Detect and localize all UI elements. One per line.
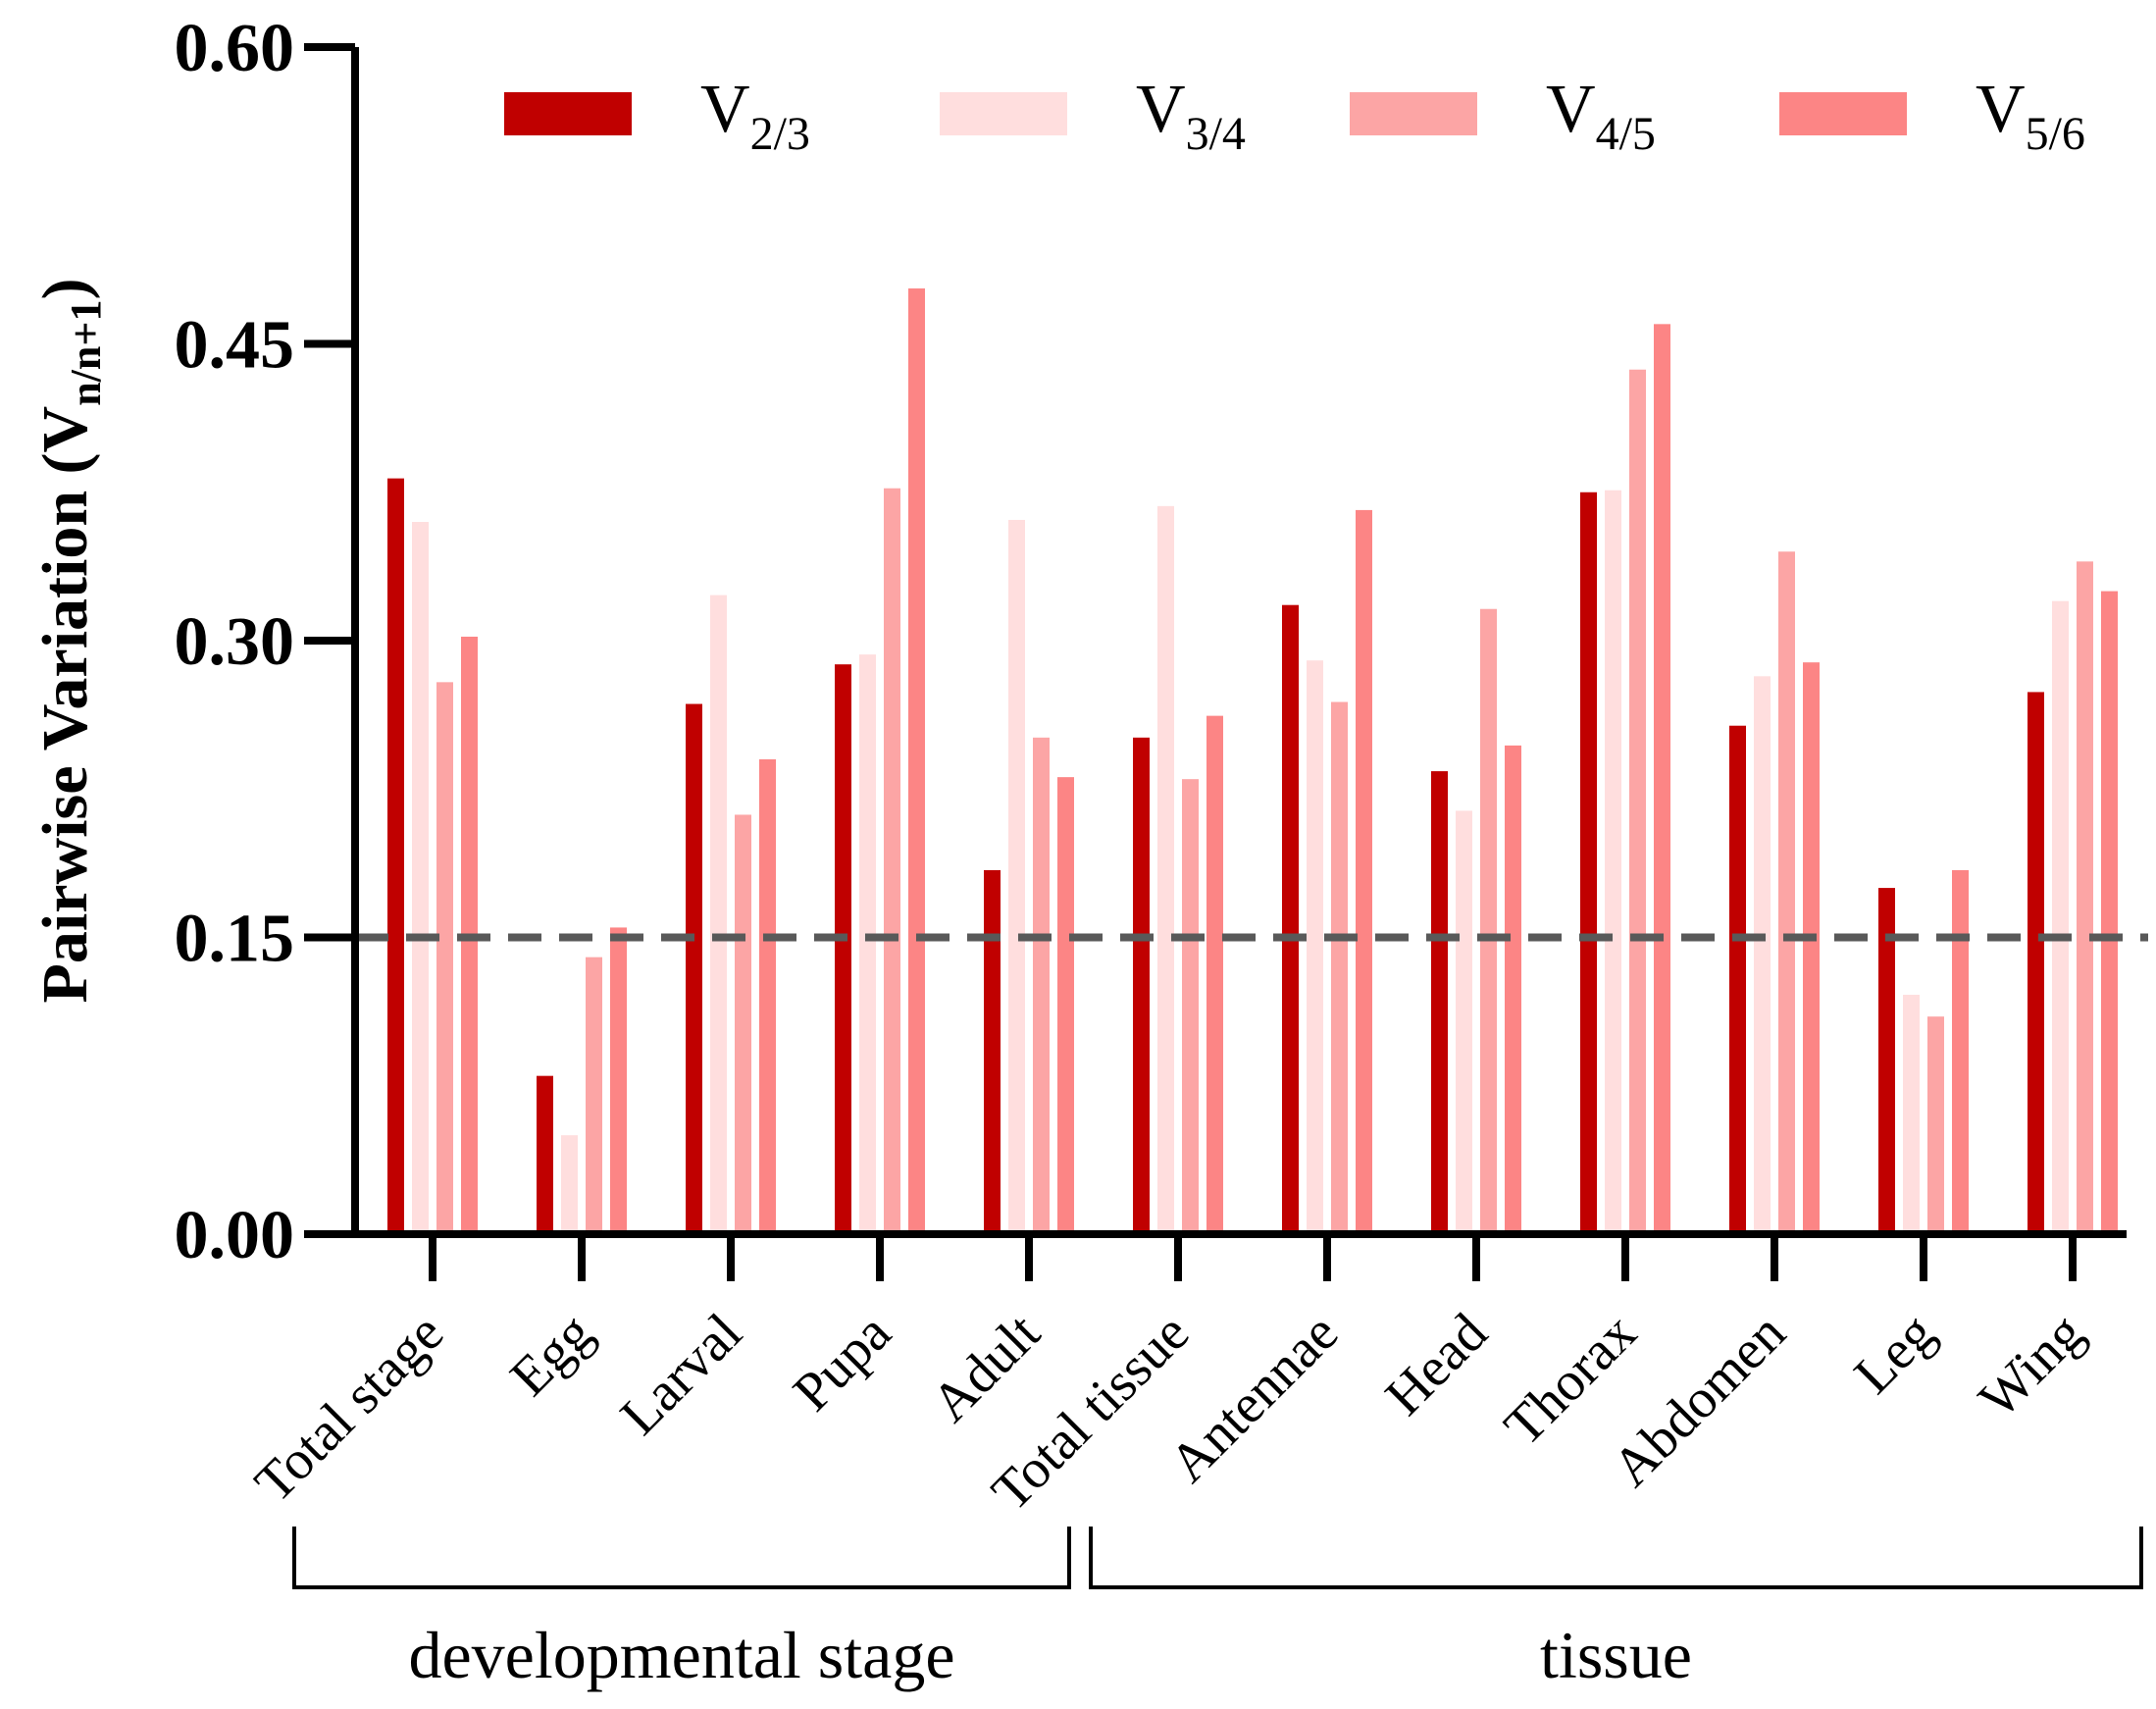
bar-4-5-egg: [586, 957, 602, 1234]
bar-2-3-abdomen: [1729, 725, 1746, 1234]
bar-5-6-leg: [1952, 869, 1969, 1234]
legend-swatch: [1350, 92, 1477, 135]
bar-3-4-head: [1456, 810, 1472, 1234]
bar-3-4-abdomen: [1754, 676, 1771, 1234]
bar-5-6-head: [1505, 745, 1521, 1234]
group-label: developmental stage: [408, 1618, 954, 1692]
bar-5-6-total-tissue: [1206, 715, 1223, 1234]
bar-2-3-adult: [984, 869, 1001, 1234]
y-axis-label: Pairwise Variation (Vn/n+1): [29, 279, 110, 1004]
bar-2-3-head: [1431, 771, 1448, 1234]
bar-5-6-larval: [759, 759, 776, 1234]
category-groups: developmental stage tissue: [292, 1527, 2143, 1692]
bar-4-5-head: [1480, 608, 1497, 1234]
bar-4-5-adult: [1033, 737, 1050, 1234]
legend-swatch: [940, 92, 1067, 135]
x-tick-label: Egg: [499, 1302, 605, 1408]
legend: V2/3 V3/4 V4/5 V5/6: [504, 72, 2085, 160]
y-ticks: 0.00 0.15 0.30 0.45 0.60: [175, 11, 355, 1273]
y-axis-label-paren-open: (V: [29, 406, 101, 475]
bar-3-4-thorax: [1605, 490, 1621, 1234]
x-tick-label: Head: [1374, 1302, 1499, 1426]
bar-3-4-antennae: [1307, 660, 1323, 1234]
bar-4-5-pupa: [884, 488, 900, 1234]
bar-2-3-pupa: [835, 664, 851, 1234]
x-tick-label: Pupa: [782, 1302, 902, 1423]
x-tick-label: Antennae: [1158, 1302, 1351, 1494]
bar-2-3-wing: [2028, 692, 2044, 1234]
legend-swatch: [504, 92, 632, 135]
bar-3-4-adult: [1008, 519, 1025, 1234]
bar-3-4-wing: [2052, 600, 2069, 1234]
bar-4-5-thorax: [1629, 369, 1646, 1234]
group-bracket: [1089, 1527, 2143, 1589]
bar-5-6-pupa: [908, 288, 925, 1234]
x-tick-label: Wing: [1968, 1302, 2095, 1429]
bar-4-5-antennae: [1331, 701, 1348, 1234]
bar-5-6-wing: [2101, 591, 2118, 1234]
x-tick-label: Total stage: [243, 1302, 455, 1514]
bar-5-6-thorax: [1654, 324, 1670, 1234]
x-tick-label: Leg: [1843, 1302, 1946, 1405]
y-axis-label-sub: n/n+1: [62, 300, 110, 406]
bar-4-5-abdomen: [1778, 551, 1795, 1234]
bar-2-3-egg: [537, 1075, 553, 1234]
y-tick-label: 0.60: [175, 11, 295, 86]
y-tick-label: 0.45: [175, 308, 295, 384]
bar-5-6-adult: [1057, 777, 1074, 1234]
bar-4-5-total-tissue: [1182, 779, 1199, 1234]
group-label: tissue: [1540, 1618, 1692, 1692]
bar-3-4-leg: [1903, 994, 1920, 1234]
bar-3-4-pupa: [859, 654, 876, 1234]
bar-4-5-larval: [735, 814, 751, 1234]
bar-4-5-total-stage: [436, 682, 453, 1234]
bars: [387, 288, 2118, 1235]
bar-2-3-total-tissue: [1133, 737, 1150, 1234]
y-tick-label: 0.15: [175, 902, 295, 977]
bar-5-6-antennae: [1356, 509, 1372, 1234]
bar-5-6-egg: [610, 927, 627, 1234]
legend-label: V5/6: [1976, 72, 2085, 160]
bar-2-3-total-stage: [387, 478, 404, 1235]
legend-label: V3/4: [1136, 72, 1246, 160]
group-bracket: [292, 1527, 1071, 1589]
legend-swatch: [1779, 92, 1907, 135]
y-tick-label: 0.30: [175, 604, 295, 680]
bar-2-3-larval: [686, 703, 702, 1234]
legend-label: V2/3: [700, 72, 810, 160]
y-axis-label-main: Pairwise Variation: [29, 491, 101, 1004]
bar-3-4-larval: [710, 595, 727, 1234]
bar-3-4-total-tissue: [1157, 505, 1174, 1234]
y-axis-label-paren-close: ): [29, 279, 101, 300]
bar-2-3-antennae: [1282, 604, 1299, 1234]
bar-3-4-egg: [561, 1135, 578, 1234]
bar-4-5-leg: [1927, 1016, 1944, 1234]
x-tick-label: Larval: [609, 1302, 753, 1446]
bar-5-6-abdomen: [1803, 662, 1820, 1234]
bar-2-3-thorax: [1580, 492, 1597, 1234]
bar-4-5-wing: [2077, 561, 2093, 1234]
bar-3-4-total-stage: [412, 522, 429, 1234]
y-tick-label: 0.00: [175, 1198, 295, 1273]
x-tick-label: Adult: [920, 1302, 1052, 1433]
bar-2-3-leg: [1878, 888, 1895, 1234]
legend-label: V4/5: [1546, 72, 1656, 160]
